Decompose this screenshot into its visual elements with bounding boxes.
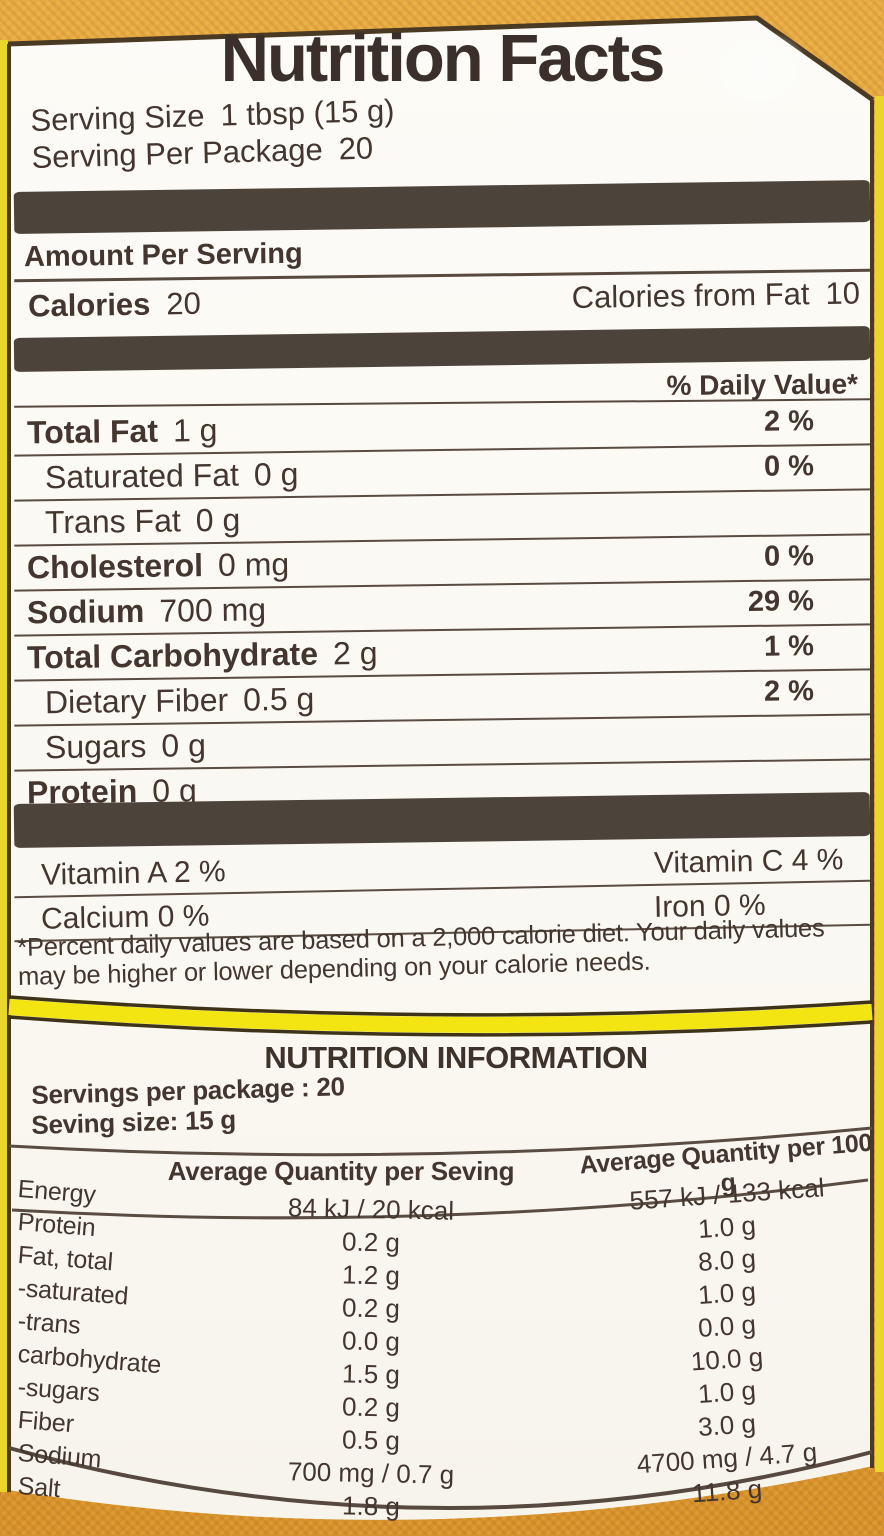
nutrient-amount: 0 g — [161, 727, 207, 764]
vitamin-c: Vitamin C 4 % — [653, 843, 844, 880]
calories-from-fat: Calories from Fat 10 — [571, 275, 860, 316]
daily-value: 2 % — [763, 405, 815, 438]
info-row: Salt 1.8 g 11.8 g — [11, 1469, 873, 1522]
servings-per-package-label: Serving Per Package — [31, 131, 324, 175]
calories-value: 20 — [166, 285, 202, 322]
info-value-per-100g: 11.8 g — [690, 1473, 764, 1509]
vitamin-a: Vitamin A 2 % — [40, 855, 226, 892]
info-row: Energy 84 kJ / 20 kcal 557 kJ / 133 kcal — [11, 1172, 873, 1226]
nutrient-name: Sugars — [44, 727, 147, 766]
nutrient-amount: 0 g — [253, 455, 299, 493]
nutrient-amount: 0.5 g — [242, 680, 315, 718]
nutrient-amount: 2 g — [332, 634, 378, 672]
nutrient-amount: 0 g — [195, 501, 241, 539]
nutrient-name: Sodium — [26, 592, 145, 631]
info-serving-size: Seving size: 15 g — [31, 1104, 237, 1140]
left-seam-stripe — [0, 40, 8, 1492]
nutrient-name: Total Carbohydrate — [26, 635, 319, 676]
info-row: -trans 0.0 g 0.0 g — [11, 1304, 873, 1357]
servings-per-package-value: 20 — [338, 130, 374, 167]
daily-value: 0 % — [763, 450, 815, 483]
nutrient-name: Cholesterol — [26, 547, 204, 586]
nutrition-information-title: NUTRITION INFORMATION — [264, 1040, 648, 1075]
nutrient-name: Total Fat — [26, 412, 159, 451]
nutrient-amount: 0 mg — [217, 546, 290, 583]
right-seam-stripe — [875, 96, 884, 1472]
serving-size-label: Serving Size — [30, 98, 205, 138]
daily-value: 29 % — [747, 585, 815, 618]
info-row: Fat, total 1.2 g 8.0 g — [11, 1238, 873, 1291]
nutrient-amount: 1 g — [172, 411, 218, 449]
daily-value: 2 % — [763, 675, 815, 708]
serving-size-value: 1 tbsp (15 g) — [219, 92, 395, 133]
nutrient-name: Dietary Fiber — [44, 681, 229, 721]
info-row: Sodium 700 mg / 0.7 g 4700 mg / 4.7 g — [11, 1436, 873, 1490]
info-row: carbohydrate 1.5 g 10.0 g — [11, 1337, 873, 1390]
info-row-label: -trans — [16, 1307, 82, 1340]
calories-row: Calories 20 Calories from Fat 10 — [14, 275, 870, 324]
calories: Calories 20 — [28, 286, 201, 325]
info-row: Fiber 0.5 g 3.0 g — [11, 1403, 873, 1456]
nutrient-name: Trans Fat — [44, 502, 181, 541]
info-value-per-serving: 1.8 g — [341, 1490, 401, 1522]
info-table: Energy 84 kJ / 20 kcal 557 kJ / 133 kcal… — [11, 1172, 873, 1522]
serving-info: Serving Size 1 tbsp (15 g) Serving Per Pa… — [30, 92, 396, 176]
daily-value: 1 % — [763, 630, 815, 663]
info-row-label: Fiber — [16, 1406, 75, 1439]
calories-from-fat-value: 10 — [825, 275, 861, 311]
calories-from-fat-label: Calories from Fat — [571, 276, 810, 315]
nutrient-table: Total Fat 1 g 2 % Saturated Fat 0 g 0 % … — [13, 400, 871, 810]
info-row-label: Salt — [16, 1472, 62, 1504]
info-row: Protein 0.2 g 1.0 g — [11, 1205, 873, 1258]
daily-value: 0 % — [763, 540, 815, 573]
nutrient-amount: 700 mg — [159, 591, 267, 629]
info-row: -sugars 0.2 g 1.0 g — [11, 1370, 873, 1423]
calories-label: Calories — [27, 286, 151, 324]
separator-bar — [13, 326, 871, 372]
nutrition-facts-title: Nutrition Facts — [220, 21, 666, 96]
info-row: -saturated 0.2 g 1.0 g — [11, 1271, 873, 1324]
separator-bar — [13, 180, 871, 234]
amount-per-serving-header: Amount Per Serving — [13, 230, 871, 283]
nutrient-name: Saturated Fat — [44, 456, 240, 496]
